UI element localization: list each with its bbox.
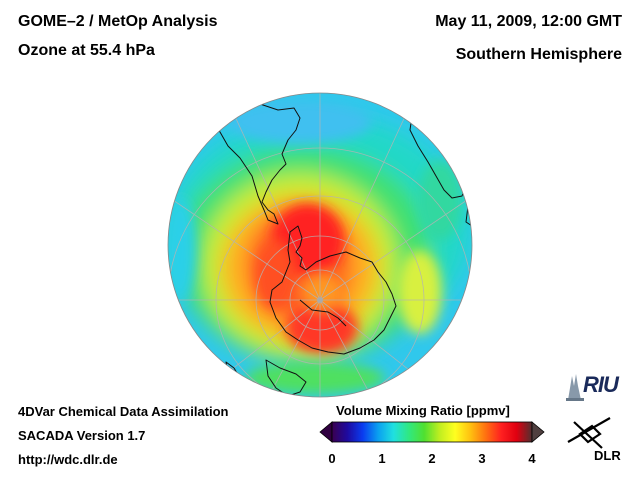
ozone-west-cyan-patch xyxy=(168,198,196,302)
riu-logo-text: RIU xyxy=(583,372,619,397)
south-pole-marker xyxy=(317,297,323,303)
title-line-2: Ozone at 55.4 hPa xyxy=(18,42,155,59)
graticule xyxy=(168,93,472,397)
colorbar-tick-label: 1 xyxy=(378,451,386,466)
colorbar xyxy=(319,421,545,443)
analysis-date: May 11, 2009, 12:00 GMT xyxy=(435,13,622,30)
colorbar-tick-label: 0 xyxy=(328,451,336,466)
australia-coastline xyxy=(265,359,307,397)
colorbar-high-arrow xyxy=(531,421,545,443)
footer-url-label: http://wdc.dlr.de xyxy=(18,452,118,467)
ross-ice-shelf-line xyxy=(299,299,347,327)
colorbar-low-arrow xyxy=(319,421,333,443)
colorbar-title: Volume Mixing Ratio [ppmv] xyxy=(336,403,510,418)
ozone-north-cyan-patch xyxy=(228,100,372,144)
antarctic-peninsula-coastline xyxy=(269,225,397,355)
title-line-1: GOME–2 / MetOp Analysis xyxy=(18,13,218,30)
ozone-east-yellow-patch xyxy=(398,250,442,334)
colorbar-tick-label: 4 xyxy=(528,451,536,466)
hemisphere-label: Southern Hemisphere xyxy=(455,46,622,63)
riu-logo-icon xyxy=(566,374,584,401)
ozone-east-green-patch xyxy=(418,160,462,240)
colorbar-gradient xyxy=(331,421,533,443)
globe-outline xyxy=(167,92,473,398)
ozone-lobe-south xyxy=(286,302,358,354)
dlr-logo-icon xyxy=(567,417,611,449)
south-america-coastline xyxy=(205,103,301,225)
colorbar-tick-label: 3 xyxy=(478,451,486,466)
footer-method-label: 4DVar Chemical Data Assimilation xyxy=(18,404,229,419)
footer-version-label: SACADA Version 1.7 xyxy=(18,428,146,443)
colorbar-tick-label: 2 xyxy=(428,451,436,466)
ozone-lobe-west xyxy=(255,241,295,309)
dlr-logo-text: DLR xyxy=(594,448,621,463)
ozone-south-green-patch xyxy=(245,362,385,394)
madagascar-coastline xyxy=(465,205,472,227)
